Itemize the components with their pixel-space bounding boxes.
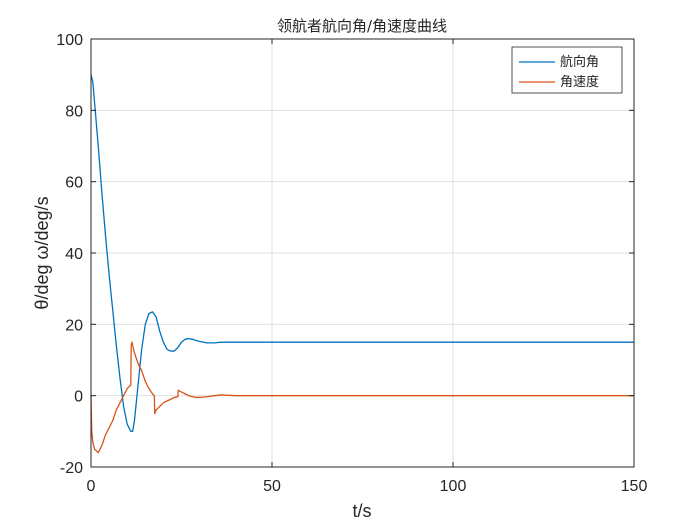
x-tick-label: 150 [621,478,648,495]
y-tick-label: 60 [65,175,83,192]
y-tick-label: 100 [56,32,83,49]
series-layer [90,74,635,454]
legend-label-rate: 角速度 [560,74,599,90]
legend-label-heading: 航向角 [560,54,599,70]
series-line-rate [90,341,635,454]
y-tick-label: -20 [60,460,83,477]
x-axis-label: t/s [352,501,371,521]
chart-title: 领航者航向角/角速度曲线 [277,17,447,35]
y-tick-label: 20 [65,317,83,334]
x-tick-label: 100 [440,478,467,495]
series-line-heading [90,74,635,432]
legend: 航向角 角速度 [511,46,623,94]
x-tick-label: 50 [263,478,281,495]
x-tick-label: 0 [87,478,96,495]
y-tick-label: 40 [65,246,83,263]
y-tick-label: 0 [74,389,83,406]
legend-box [511,46,623,94]
y-axis-label: θ/deg ω/deg/s [32,196,52,309]
y-tick-label: 80 [65,103,83,120]
